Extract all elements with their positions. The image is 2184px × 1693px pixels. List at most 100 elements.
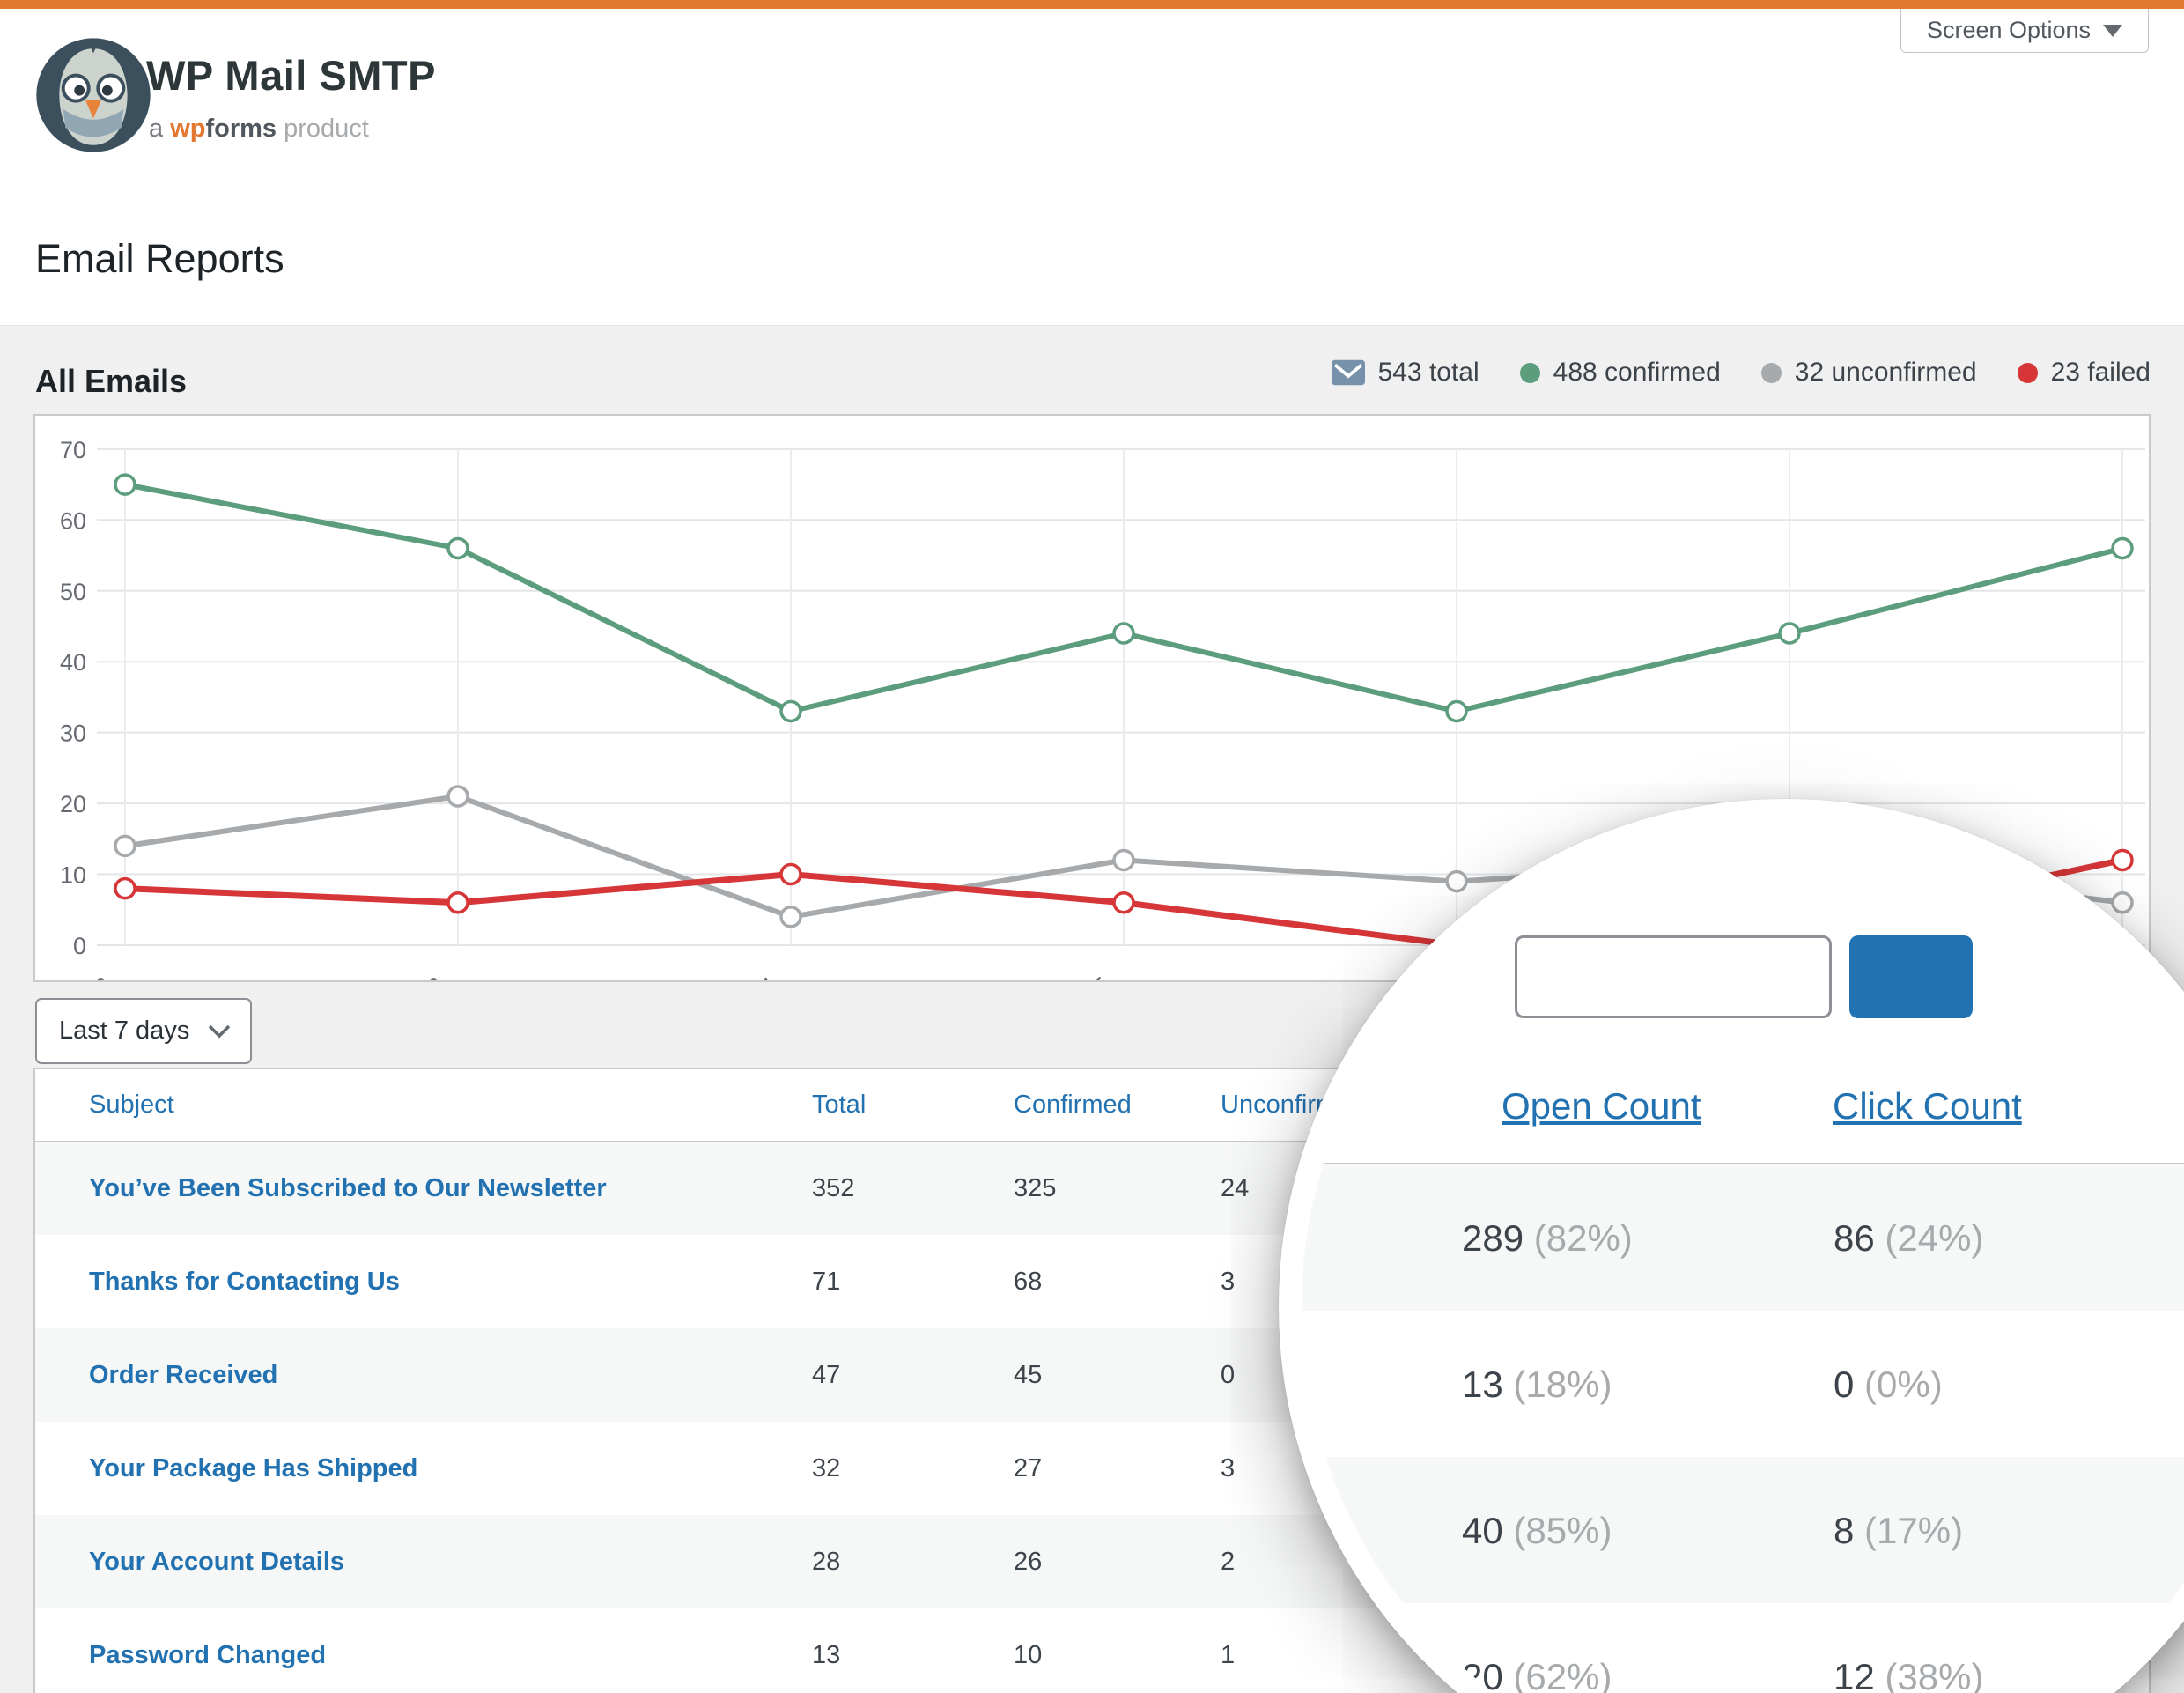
table-row: Your Package Has Shipped 32 27 3 xyxy=(35,1422,2149,1515)
svg-text:20: 20 xyxy=(60,791,86,817)
subject-link[interactable]: Your Account Details xyxy=(89,1547,345,1576)
page-title: Email Reports xyxy=(35,236,284,281)
wp-mail-smtp-pigeon-logo xyxy=(36,38,151,152)
click-count-value: 8 xyxy=(1834,1510,1855,1551)
svg-text:40: 40 xyxy=(60,649,86,676)
section-title-all-emails: All Emails xyxy=(35,363,188,399)
confirmed-cell: 26 xyxy=(1014,1547,1043,1576)
svg-text:10: 10 xyxy=(60,862,86,889)
open-count-cell: 40 (85%) xyxy=(1462,1510,1612,1552)
total-cell: 32 xyxy=(812,1453,841,1482)
confirmed-cell: 68 xyxy=(1014,1267,1043,1296)
subject-link[interactable]: Thanks for Contacting Us xyxy=(89,1267,400,1296)
unconfirmed-cell: 2 xyxy=(1221,1547,1236,1576)
screen-options-label: Screen Options xyxy=(1926,17,2092,43)
click-count-header[interactable]: Click Count xyxy=(1833,1085,2022,1127)
subject-link[interactable]: Order Received xyxy=(89,1360,278,1389)
total-cell: 352 xyxy=(812,1174,855,1202)
brand-tagline: a wpforms product xyxy=(149,115,369,144)
confirmed-cell: 325 xyxy=(1014,1174,1057,1202)
click-count-percent: (17%) xyxy=(1864,1510,1964,1551)
unconfirmed-cell: 3 xyxy=(1221,1453,1236,1482)
total-cell: 13 xyxy=(812,1640,841,1669)
tagline-a: a xyxy=(149,115,164,143)
open-count-value: 40 xyxy=(1462,1510,1503,1551)
table-row xyxy=(1302,1603,2184,1693)
click-count-percent: (0%) xyxy=(1864,1364,1943,1405)
confirmed-cell: 10 xyxy=(1014,1640,1043,1669)
click-count-cell: 12 (38%) xyxy=(1834,1656,1983,1693)
unconfirmed-cell: 3 xyxy=(1221,1267,1236,1296)
subject-link[interactable]: You’ve Been Subscribed to Our Newsletter xyxy=(89,1174,607,1202)
unconfirmed-dot-icon xyxy=(1760,362,1782,383)
total-cell: 28 xyxy=(812,1547,841,1576)
legend-item-failed: 23 failed xyxy=(2017,358,2151,388)
svg-text:Jan 22: Jan 22 xyxy=(43,972,115,980)
open-count-value: 289 xyxy=(1462,1217,1524,1259)
legend-item-confirmed: 488 confirmed xyxy=(1519,358,1721,388)
svg-text:Jan 24: Jan 24 xyxy=(709,972,781,980)
tagline-forms: forms xyxy=(205,115,277,143)
search-input[interactable] xyxy=(1515,935,1832,1018)
click-count-value: 0 xyxy=(1834,1364,1855,1405)
plugin-header xyxy=(0,9,2184,326)
search-button[interactable] xyxy=(1849,935,1973,1018)
failed-dot-icon xyxy=(2017,362,2038,383)
svg-text:Jan 25: Jan 25 xyxy=(1042,972,1114,980)
click-count-percent: (38%) xyxy=(1885,1656,1984,1693)
magnifier-lens: Open Count Click Count 289 (82%) 86 (24%… xyxy=(1279,799,2184,1693)
screen-options-button[interactable]: Screen Options xyxy=(1900,9,2149,53)
table-row xyxy=(1302,1164,2184,1311)
date-range-value: Last 7 days xyxy=(59,1017,190,1045)
confirmed-cell: 27 xyxy=(1014,1453,1043,1482)
svg-text:60: 60 xyxy=(60,507,86,534)
header-divider xyxy=(1302,1163,2184,1164)
sort-subject-header[interactable]: Subject xyxy=(89,1090,174,1119)
confirmed-cell: 45 xyxy=(1014,1360,1043,1389)
tagline-wp: wp xyxy=(170,115,206,143)
total-cell: 47 xyxy=(812,1360,841,1389)
total-cell: 71 xyxy=(812,1267,841,1296)
chevron-down-icon xyxy=(208,1024,231,1038)
click-count-value: 86 xyxy=(1834,1217,1875,1259)
sort-total-header[interactable]: Total xyxy=(812,1090,867,1119)
open-count-percent: (82%) xyxy=(1533,1217,1633,1259)
open-count-cell: 20 (62%) xyxy=(1462,1656,1612,1693)
magnifier-lens-content: Open Count Click Count 289 (82%) 86 (24%… xyxy=(1302,822,2184,1693)
svg-text:50: 50 xyxy=(60,579,86,605)
brand-orange-topbar xyxy=(0,0,2184,9)
svg-text:70: 70 xyxy=(60,437,86,463)
unconfirmed-cell: 1 xyxy=(1221,1640,1236,1669)
sort-confirmed-header[interactable]: Confirmed xyxy=(1014,1090,1132,1119)
open-count-value: 20 xyxy=(1462,1656,1503,1693)
legend-item-total: 543 total xyxy=(1331,358,1479,388)
open-count-percent: (85%) xyxy=(1513,1510,1612,1551)
open-count-cell: 289 (82%) xyxy=(1462,1217,1633,1260)
chevron-down-icon xyxy=(2103,24,2123,37)
click-count-cell: 86 (24%) xyxy=(1834,1217,1983,1260)
svg-text:0: 0 xyxy=(73,933,86,959)
open-count-cell: 13 (18%) xyxy=(1462,1364,1612,1406)
open-count-header[interactable]: Open Count xyxy=(1502,1085,1701,1127)
confirmed-dot-icon xyxy=(1519,362,1540,383)
click-count-cell: 8 (17%) xyxy=(1834,1510,1963,1552)
date-range-select[interactable]: Last 7 days xyxy=(35,998,252,1064)
totals-legend: 543 total 488 confirmed 32 unconfirmed 2… xyxy=(1331,358,2151,388)
legend-item-unconfirmed: 32 unconfirmed xyxy=(1760,358,1977,388)
unconfirmed-cell: 0 xyxy=(1221,1360,1236,1389)
click-count-value: 12 xyxy=(1834,1656,1875,1693)
legend-unconfirmed-label: 32 unconfirmed xyxy=(1794,358,1977,387)
subject-link[interactable]: Your Package Has Shipped xyxy=(89,1453,418,1482)
subject-link[interactable]: Password Changed xyxy=(89,1640,327,1669)
table-row xyxy=(1302,1311,2184,1457)
legend-confirmed-label: 488 confirmed xyxy=(1553,358,1721,387)
open-count-percent: (18%) xyxy=(1513,1364,1612,1405)
legend-total-label: 543 total xyxy=(1377,358,1479,387)
svg-text:Jan 23: Jan 23 xyxy=(376,972,448,980)
open-count-percent: (62%) xyxy=(1513,1656,1612,1693)
envelope-icon xyxy=(1331,359,1365,386)
legend-failed-label: 23 failed xyxy=(2050,358,2151,387)
tagline-product: product xyxy=(284,115,369,143)
click-count-percent: (24%) xyxy=(1885,1217,1984,1259)
